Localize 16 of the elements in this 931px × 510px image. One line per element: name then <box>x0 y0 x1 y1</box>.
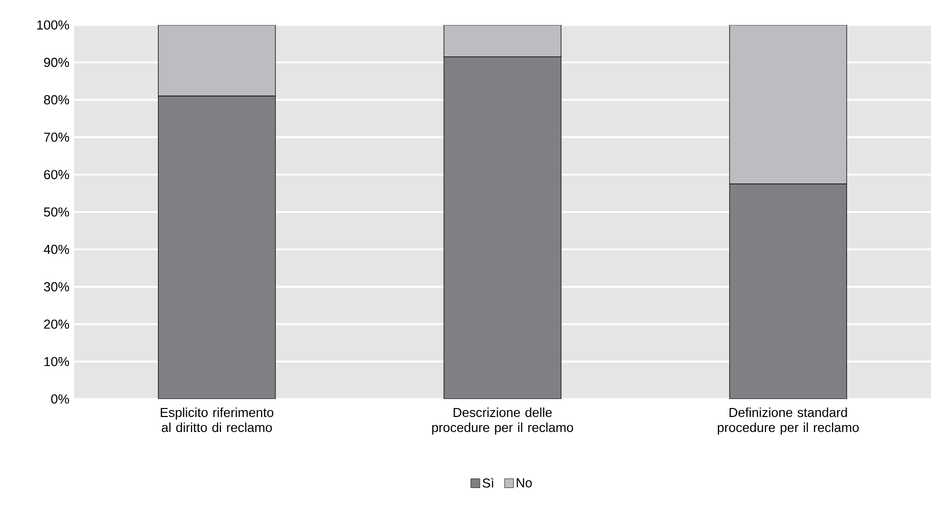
y-tick-label: 40% <box>44 244 70 254</box>
y-tick-label: 60% <box>44 170 70 180</box>
y-tick-label: 50% <box>44 207 70 217</box>
x-tick-label: Descrizione delle procedure per il reclamo <box>432 408 574 435</box>
x-tick-label: Definizione standard procedure per il reclamo <box>718 408 859 435</box>
y-tick-label: 30% <box>44 282 70 292</box>
y-tick-label: 10% <box>44 356 70 366</box>
y-tick-label: 100% <box>37 20 70 30</box>
y-tick-label: 70% <box>44 132 70 142</box>
legend-label: Sì <box>482 478 494 488</box>
y-tick-label: 0% <box>51 394 70 404</box>
y-tick-label: 80% <box>44 95 70 104</box>
legend-label: No <box>516 478 532 488</box>
y-tick-label: 90% <box>44 58 70 67</box>
y-tick-label: 20% <box>44 320 70 329</box>
x-tick-label: Esplicito riferimento al diritto di reclamo <box>160 408 274 432</box>
